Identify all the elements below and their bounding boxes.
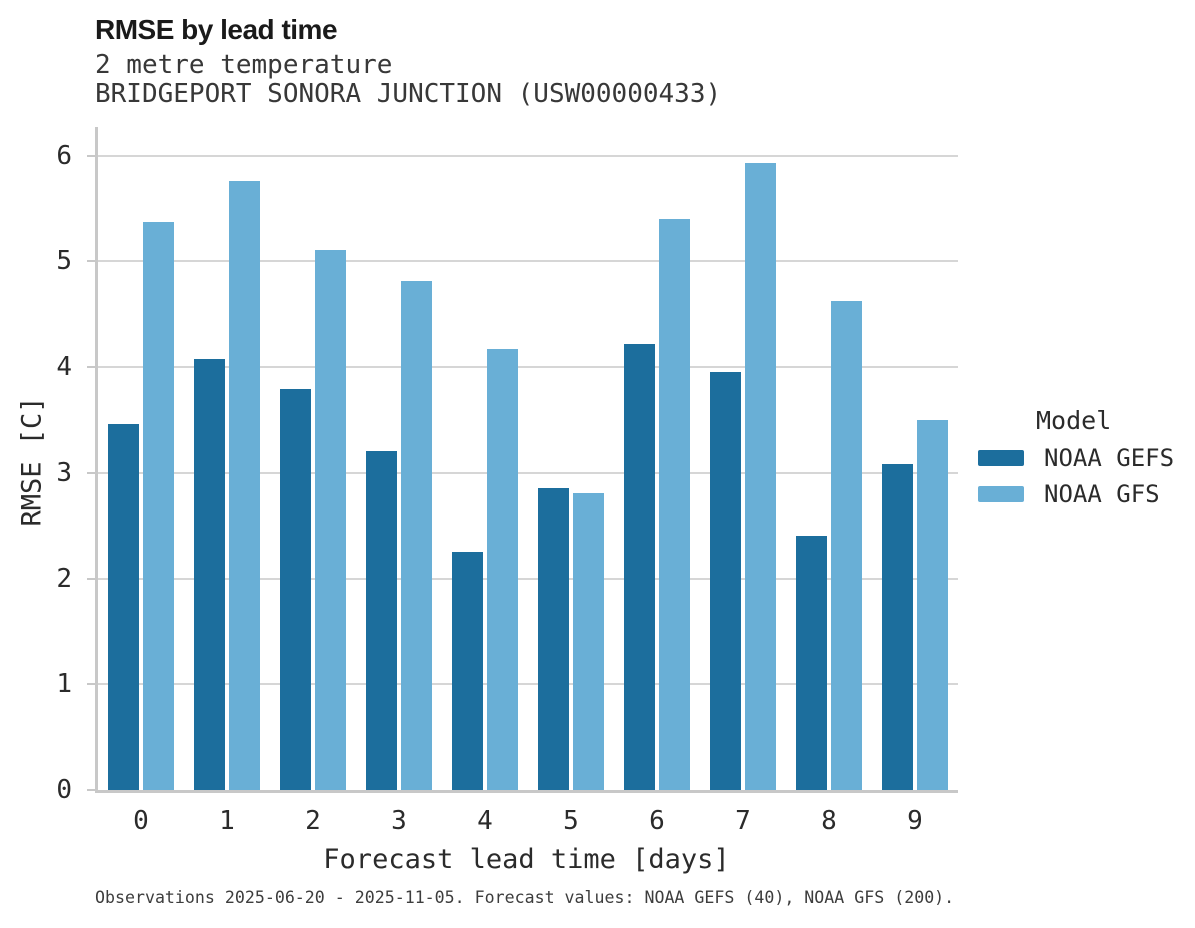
legend-title: Model: [1036, 406, 1112, 435]
legend-label-noaa-gefs: NOAA GEFS: [1044, 444, 1175, 472]
chart-title: RMSE by lead time: [95, 14, 338, 45]
x-tick-label-5: 5: [563, 806, 579, 836]
bar-noaa-gefs-lead-4: [452, 552, 483, 790]
x-tick-label-3: 3: [391, 806, 407, 836]
y-tick-label-0: 0: [56, 775, 72, 805]
chart-subtitle-variable: 2 metre temperature: [95, 50, 393, 80]
bar-noaa-gfs-lead-5: [573, 492, 604, 790]
legend: Model NOAA GEFS NOAA GFS: [978, 406, 1174, 521]
x-tick-label-7: 7: [735, 806, 751, 836]
x-tick-label-6: 6: [649, 806, 665, 836]
bar-noaa-gfs-lead-0: [143, 222, 174, 790]
gridline-y-1: [98, 683, 958, 686]
gridline-y-2: [98, 577, 958, 580]
gridline-y-6: [98, 154, 958, 157]
bar-noaa-gefs-lead-3: [366, 450, 397, 790]
y-tick-mark-3: [87, 471, 95, 474]
x-tick-label-1: 1: [219, 806, 235, 836]
bar-noaa-gfs-lead-7: [745, 162, 776, 790]
y-tick-label-2: 2: [56, 563, 72, 594]
legend-label-noaa-gfs: NOAA GFS: [1044, 480, 1160, 508]
bar-noaa-gfs-lead-1: [229, 180, 260, 790]
y-tick-mark-4: [87, 366, 95, 369]
legend-swatch-noaa-gefs: [978, 450, 1024, 466]
gridline-y-4: [98, 366, 958, 369]
chart-subtitle-station: BRIDGEPORT SONORA JUNCTION (USW00000433): [95, 79, 722, 109]
y-tick-mark-5: [87, 260, 95, 263]
bar-noaa-gfs-lead-9: [917, 419, 948, 790]
bar-noaa-gfs-lead-8: [831, 301, 862, 790]
y-tick-label-5: 5: [56, 246, 72, 277]
x-tick-label-2: 2: [305, 806, 321, 836]
x-tick-label-0: 0: [133, 806, 149, 836]
x-tick-label-8: 8: [821, 806, 837, 836]
bar-noaa-gefs-lead-2: [280, 389, 311, 790]
y-tick-mark-1: [87, 683, 95, 686]
bar-noaa-gefs-lead-6: [624, 343, 655, 790]
y-tick-mark-2: [87, 577, 95, 580]
y-tick-label-6: 6: [56, 140, 72, 171]
bar-noaa-gefs-lead-7: [710, 372, 741, 790]
y-tick-mark-0: [87, 789, 95, 791]
plot-area: 0 1 2 3 4 5 6 0 1 2 3 4 5 6 7 8 9: [56, 127, 958, 836]
bar-noaa-gefs-lead-5: [538, 487, 569, 790]
y-tick-label-1: 1: [56, 669, 72, 700]
bar-noaa-gefs-lead-0: [108, 424, 139, 790]
legend-item-noaa-gefs: NOAA GEFS: [978, 444, 1174, 472]
gridline-y-5: [98, 260, 958, 263]
y-tick-mark-6: [87, 154, 95, 157]
gridline-y-3: [98, 471, 958, 474]
bar-noaa-gfs-lead-6: [659, 219, 690, 790]
x-axis-label: Forecast lead time [days]: [323, 844, 730, 875]
bar-noaa-gefs-lead-9: [882, 464, 913, 790]
y-tick-label-3: 3: [56, 457, 72, 488]
x-tick-label-9: 9: [907, 806, 923, 836]
caption: Observations 2025-06-20 - 2025-11-05. Fo…: [95, 888, 955, 907]
bar-noaa-gefs-lead-8: [796, 536, 827, 790]
x-tick-label-4: 4: [477, 806, 493, 836]
bar-noaa-gfs-lead-4: [487, 349, 518, 790]
bar-noaa-gfs-lead-2: [315, 249, 346, 790]
legend-item-noaa-gfs: NOAA GFS: [978, 480, 1174, 508]
y-tick-label-4: 4: [56, 352, 72, 383]
bar-noaa-gfs-lead-3: [401, 281, 432, 790]
bar-noaa-gefs-lead-1: [194, 358, 225, 790]
legend-swatch-noaa-gfs: [978, 486, 1024, 502]
